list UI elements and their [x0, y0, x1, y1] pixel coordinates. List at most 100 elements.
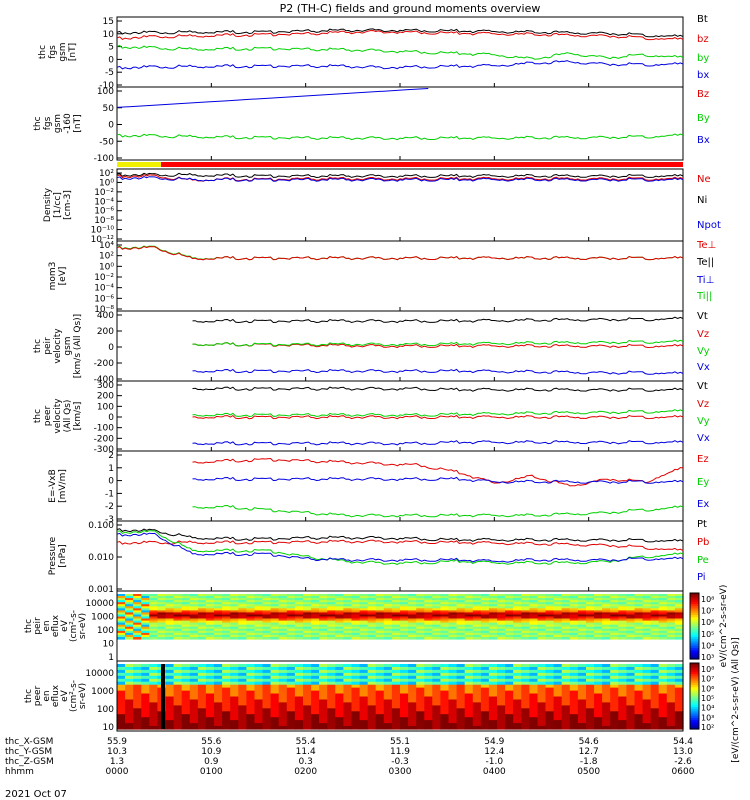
- spectrogram-cell: [666, 618, 676, 622]
- spectrogram-cell: [594, 690, 603, 695]
- spectrogram-cell: [359, 681, 369, 686]
- spectrogram-cell: [626, 681, 636, 686]
- spectrogram-cell: [230, 726, 239, 730]
- spectrogram-cell: [634, 681, 644, 686]
- spectrogram-cell: [432, 723, 441, 727]
- spectrogram-cell: [561, 690, 571, 695]
- spectrogram-cell: [173, 690, 183, 695]
- spectrogram-cell: [537, 726, 547, 730]
- spectrogram-cell: [278, 669, 288, 674]
- spectrogram-cell: [666, 600, 676, 603]
- ytick-label: 10⁰: [99, 178, 114, 188]
- spectrogram-cell: [602, 708, 611, 712]
- spectrogram-cell: [602, 675, 611, 680]
- spectrogram-cell: [383, 696, 393, 701]
- spectrogram-cell: [464, 630, 474, 634]
- spectrogram-cell: [569, 699, 579, 704]
- spectrogram-cell: [642, 612, 652, 615]
- series-Vy: [192, 409, 684, 418]
- spectrogram-cell: [238, 678, 247, 683]
- spectrogram-cell: [658, 600, 668, 603]
- spectrogram-cell: [594, 720, 603, 724]
- spectrogram-cell: [335, 714, 344, 718]
- spectrogram-cell: [319, 602, 328, 605]
- spectrogram-cell: [464, 714, 474, 718]
- spectrogram-cell: [303, 606, 312, 609]
- spectrogram-cell: [303, 664, 312, 668]
- spectrogram-cell: [586, 630, 595, 634]
- spectrogram-cell: [189, 705, 199, 709]
- spectrogram-cell: [327, 616, 336, 620]
- spectrogram-cell: [383, 723, 393, 727]
- spectrogram-cell: [391, 637, 401, 640]
- spectrogram-cell: [278, 705, 288, 709]
- spectrogram-cell: [391, 681, 401, 686]
- spectrogram-cell: [189, 620, 199, 624]
- spectrogram-cell: [197, 681, 207, 686]
- spectrogram-cell: [391, 598, 401, 601]
- spectrogram-cell: [230, 598, 239, 601]
- spectrogram-cell: [472, 672, 482, 677]
- spectrogram-cell: [375, 720, 385, 724]
- spectrogram-cell: [375, 702, 385, 706]
- spectrogram-cell: [666, 634, 676, 638]
- spectrogram-cell: [262, 708, 272, 712]
- ylabel-line: thc: [33, 339, 43, 353]
- spectrogram-cell: [674, 672, 684, 677]
- spectrogram-cell: [472, 620, 482, 624]
- ylabel-line: [mV/m]: [58, 469, 68, 503]
- spectrogram-cell: [594, 598, 603, 601]
- spectrogram-cell: [246, 612, 256, 615]
- spectrogram-cell: [569, 675, 579, 680]
- spectrogram-cell: [674, 702, 684, 706]
- spectrogram-cell: [117, 664, 126, 668]
- spectrogram-cell: [464, 708, 474, 712]
- spectrogram-cell: [246, 634, 256, 638]
- spectrogram-cell: [634, 702, 644, 706]
- spectrogram-cell: [408, 622, 417, 626]
- colorbar-cell: [690, 704, 699, 708]
- spectrogram-cell: [569, 630, 579, 634]
- spectrogram-cell: [286, 602, 296, 605]
- spectrogram-cell: [529, 626, 539, 630]
- ylabel-line: thc: [38, 45, 48, 59]
- spectrogram-cell: [181, 664, 191, 668]
- spectrogram-cell: [343, 705, 353, 709]
- spectrogram-cell: [650, 675, 660, 680]
- spectrogram-cell: [545, 717, 555, 721]
- spectrogram-cell: [416, 696, 425, 701]
- spectrogram-cell: [577, 624, 587, 628]
- spectrogram-cell: [618, 626, 627, 630]
- spectrogram-cell: [294, 687, 304, 692]
- spectrogram-cell: [173, 610, 183, 613]
- spectrogram-cell: [375, 723, 385, 727]
- spectrogram-cell: [456, 598, 466, 601]
- spectrogram-cell: [117, 616, 126, 620]
- spectrogram-cell: [488, 723, 498, 727]
- spectrogram-cell: [165, 705, 175, 709]
- colorbar-cell: [690, 691, 699, 695]
- spectrogram-cell: [658, 678, 668, 683]
- spectrogram-cell: [505, 717, 514, 721]
- spectrogram-cell: [327, 723, 336, 727]
- spectrogram-cell: [553, 687, 563, 692]
- spectrogram-cell: [513, 711, 522, 715]
- spectrogram-cell: [141, 637, 150, 640]
- spectrogram-cell: [521, 705, 530, 709]
- spectrogram-cell: [311, 690, 320, 695]
- spectrogram-cell: [165, 630, 175, 634]
- spectrogram-cell: [448, 717, 458, 721]
- spectrogram-cell: [513, 669, 522, 674]
- panel-frame: [116, 450, 684, 522]
- spectrogram-cell: [125, 624, 134, 628]
- spectrogram-cell: [197, 618, 207, 622]
- spectrogram-cell: [133, 596, 142, 599]
- spectrogram-cell: [569, 606, 579, 609]
- spectrogram-cell: [432, 696, 441, 701]
- spectrogram-cell: [197, 624, 207, 628]
- spectrogram-cell: [440, 669, 450, 674]
- spectrogram-cell: [602, 614, 611, 618]
- ytick-label: 0: [108, 413, 114, 423]
- spectrogram-cell: [480, 626, 490, 630]
- spectrogram-cell: [497, 618, 506, 622]
